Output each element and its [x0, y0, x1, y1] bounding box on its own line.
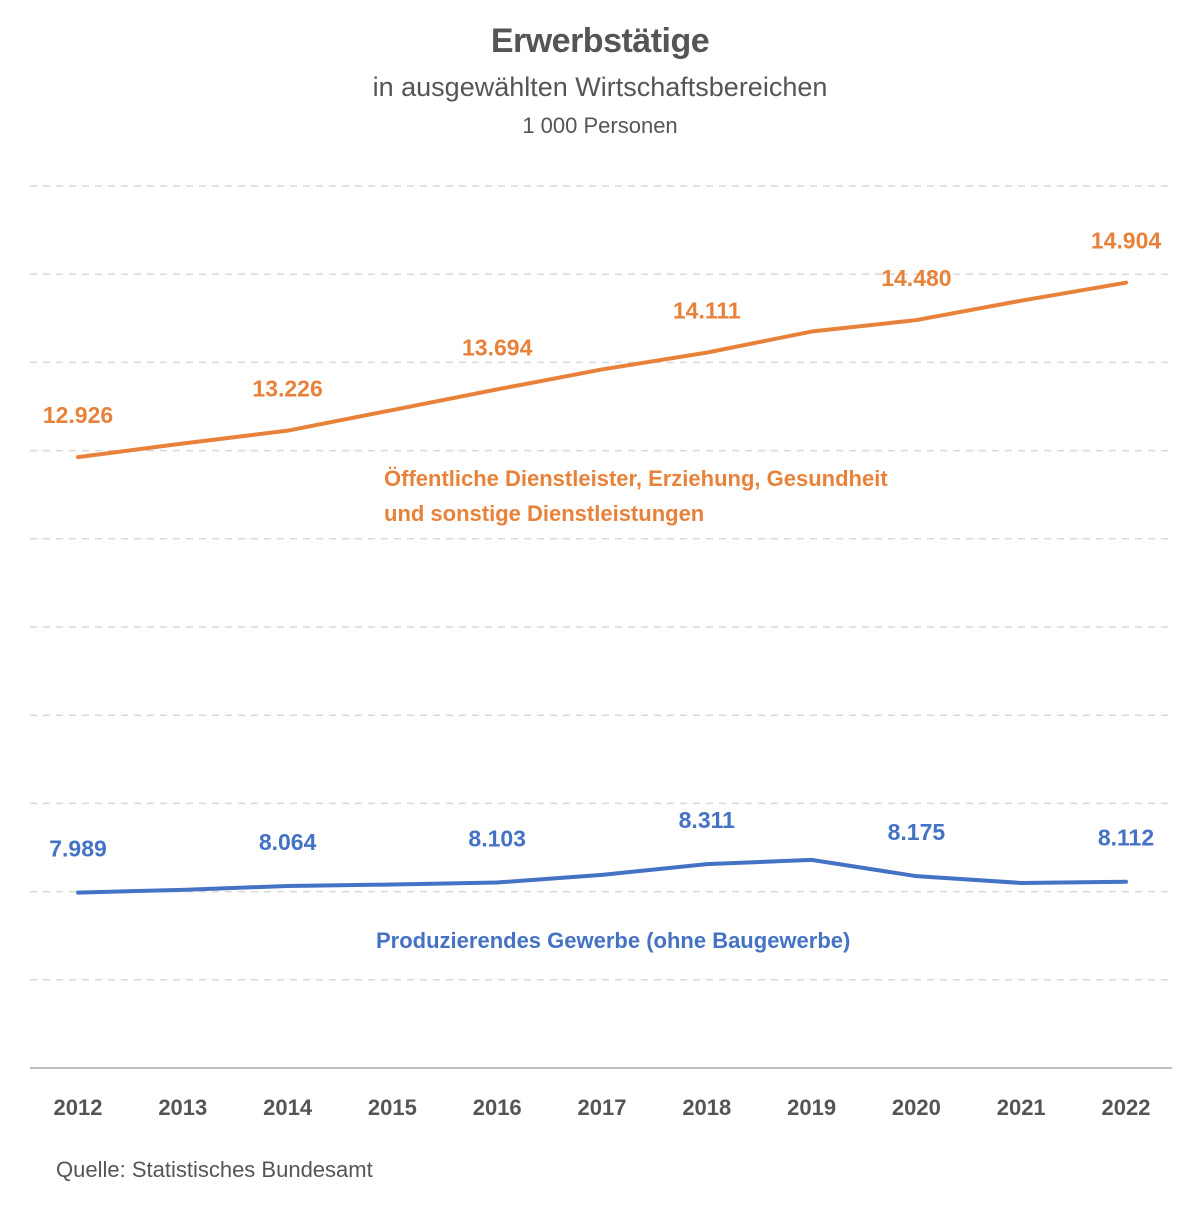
chart-subtitle: in ausgewählten Wirtschaftsbereichen — [372, 72, 828, 102]
x-tick-label: 2018 — [682, 1095, 731, 1120]
series-name-label: Öffentliche Dienstleister, Erziehung, Ge… — [384, 466, 888, 491]
data-label: 8.064 — [259, 829, 317, 855]
source-note: Quelle: Statistisches Bundesamt — [56, 1157, 373, 1182]
data-label: 14.904 — [1091, 228, 1162, 254]
data-label: 8.112 — [1098, 825, 1154, 851]
data-label: 13.226 — [252, 376, 322, 402]
x-tick-label: 2016 — [473, 1095, 522, 1120]
series-name-label: und sonstige Dienstleistungen — [384, 501, 704, 526]
series-name-label: Produzierendes Gewerbe (ohne Baugewerbe) — [376, 928, 850, 953]
chart-title: Erwerbstätige — [490, 22, 710, 60]
data-label: 12.926 — [43, 402, 113, 428]
data-label: 14.480 — [881, 265, 951, 291]
x-tick-label: 2013 — [158, 1095, 207, 1120]
data-label: 7.989 — [49, 836, 107, 862]
x-tick-label: 2020 — [892, 1095, 941, 1120]
x-tick-label: 2015 — [368, 1095, 417, 1120]
chart-unit: 1 000 Personen — [522, 113, 678, 138]
data-label: 8.103 — [468, 826, 526, 852]
data-label: 13.694 — [462, 334, 533, 360]
data-label: 14.111 — [673, 298, 741, 324]
data-label: 8.175 — [888, 819, 946, 845]
x-tick-label: 2022 — [1102, 1095, 1151, 1120]
data-label: 8.311 — [679, 807, 735, 833]
x-tick-label: 2017 — [578, 1095, 627, 1120]
x-tick-label: 2012 — [54, 1095, 103, 1120]
x-tick-label: 2014 — [263, 1095, 313, 1120]
series-line — [76, 857, 1128, 895]
x-tick-label: 2021 — [997, 1095, 1046, 1120]
x-tick-label: 2019 — [787, 1095, 836, 1120]
series-line — [76, 280, 1128, 460]
